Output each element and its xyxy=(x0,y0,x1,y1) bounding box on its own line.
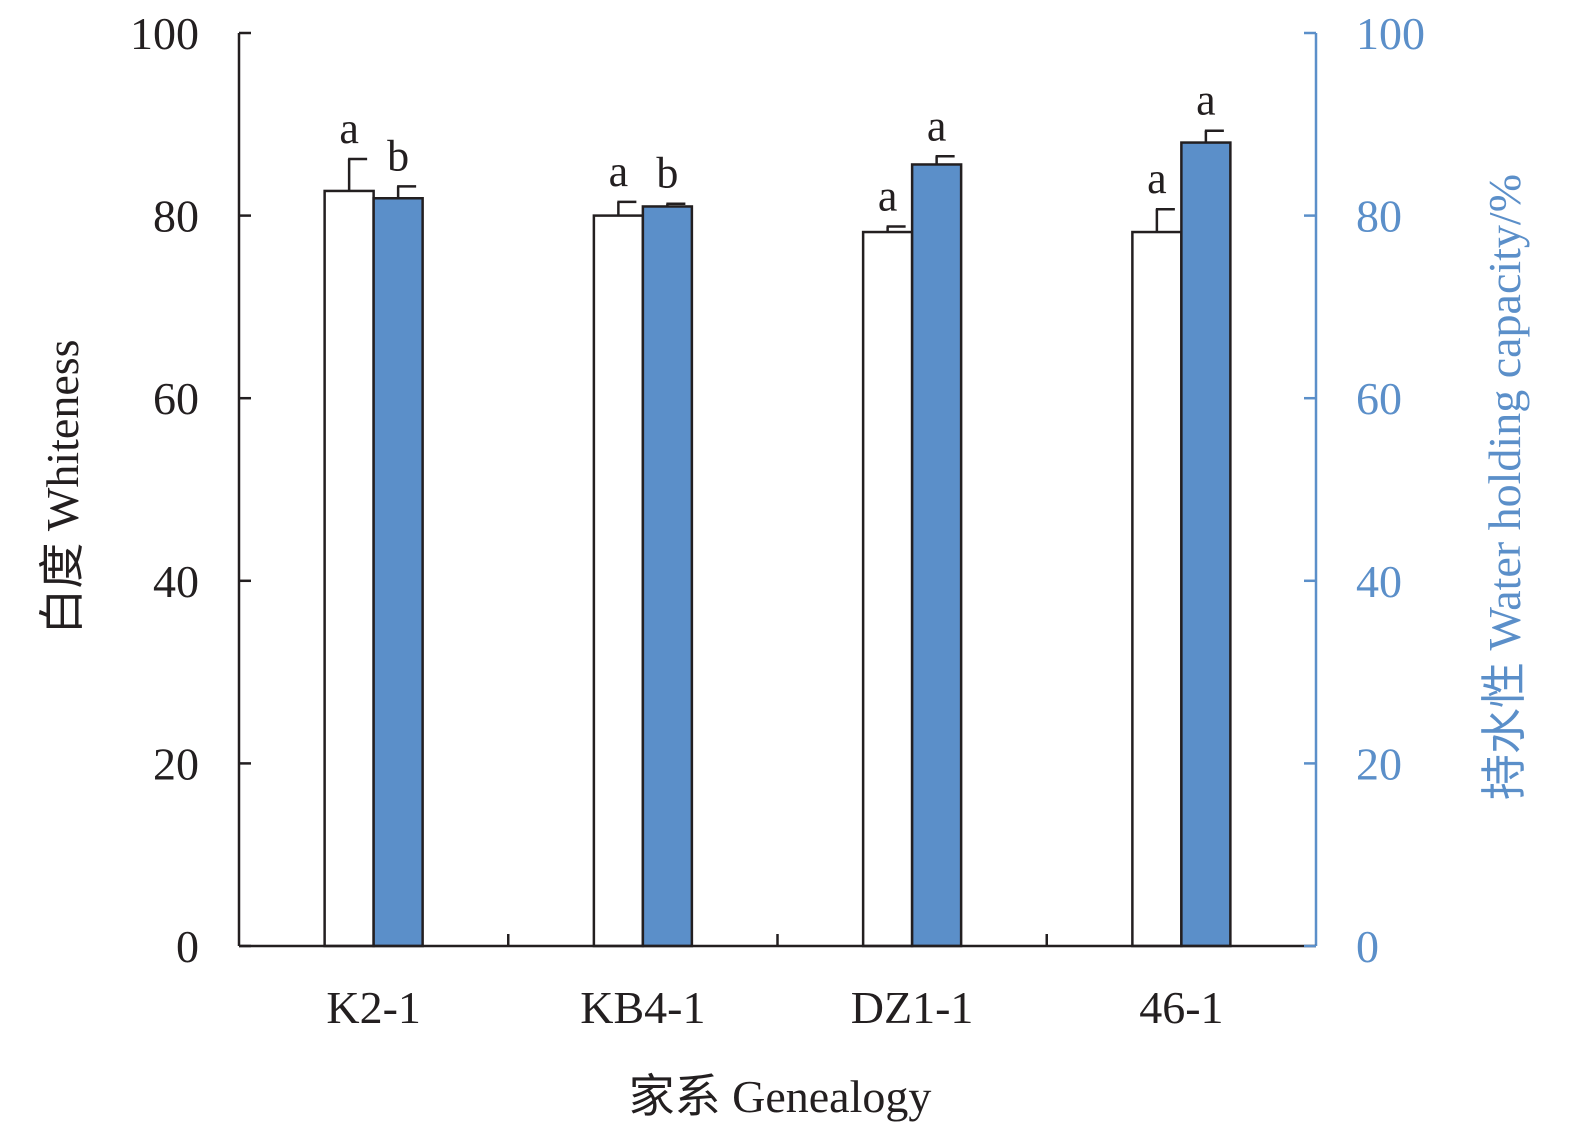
bar xyxy=(910,163,963,948)
significance-letter: b xyxy=(656,149,678,198)
bar xyxy=(372,197,424,948)
right-tick-label: 60 xyxy=(1356,373,1402,424)
bar xyxy=(641,205,694,948)
axes xyxy=(237,31,1318,948)
significance-letter: b xyxy=(387,131,409,180)
x-tick-label: 46-1 xyxy=(1139,982,1223,1033)
bar xyxy=(861,230,914,948)
bar xyxy=(592,214,645,948)
bar xyxy=(1180,141,1232,948)
category-labels: K2-1 KB4-1 DZ1-1 46-1 xyxy=(326,982,1223,1033)
x-tick-label: KB4-1 xyxy=(580,982,705,1033)
y-axis-title-right: 持水性 Water holding capacity/% xyxy=(1479,174,1530,800)
left-tick-label: 40 xyxy=(153,556,199,607)
bar xyxy=(323,189,375,948)
bar xyxy=(1131,230,1183,948)
x-tick-label: K2-1 xyxy=(326,982,421,1033)
right-tick-label: 0 xyxy=(1356,921,1379,972)
x-tick-label: DZ1-1 xyxy=(851,982,974,1033)
left-tick-label: 60 xyxy=(153,373,199,424)
y-axis-title-left: 白度 Whiteness xyxy=(37,339,88,634)
left-tick-label: 80 xyxy=(153,191,199,242)
right-tick-label: 40 xyxy=(1356,556,1402,607)
significance-letter: a xyxy=(1196,76,1216,125)
x-axis-title: 家系 Genealogy xyxy=(629,1071,932,1122)
significance-letter: a xyxy=(339,104,359,153)
bars xyxy=(323,141,1232,948)
significance-letter: a xyxy=(1147,154,1167,203)
left-tick-label: 0 xyxy=(176,921,199,972)
tick-labels: 0 20 40 60 80 100 0 20 40 60 80 100 xyxy=(130,8,1425,972)
significance-letter: a xyxy=(609,147,629,196)
left-tick-label: 20 xyxy=(153,738,199,789)
significance-letter: a xyxy=(927,101,947,150)
significance-letter: a xyxy=(878,172,898,221)
right-tick-label: 20 xyxy=(1356,738,1402,789)
left-tick-label: 100 xyxy=(130,8,199,59)
error-bars xyxy=(347,129,1224,233)
right-tick-label: 80 xyxy=(1356,191,1402,242)
right-tick-label: 100 xyxy=(1356,8,1425,59)
